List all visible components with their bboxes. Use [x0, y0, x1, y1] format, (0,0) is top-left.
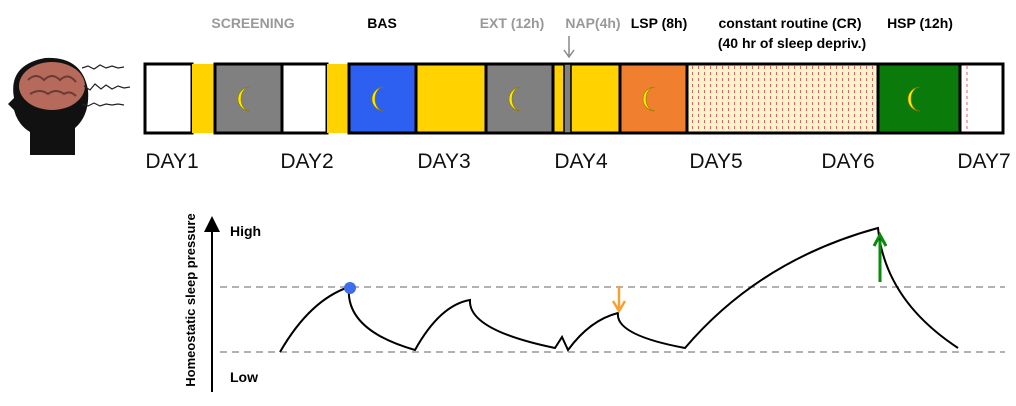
phase-label: (40 hr of sleep depriv.) [718, 35, 866, 51]
day-label: DAY7 [957, 150, 1010, 173]
phase-label: NAP(4h) [565, 15, 620, 31]
phase-label: constant routine (CR) [718, 15, 861, 31]
day-label: DAY2 [280, 150, 333, 173]
day-label: DAY4 [554, 150, 608, 173]
nap-indicator [613, 286, 625, 311]
day-label: DAY1 [145, 150, 198, 173]
y-axis-label: Homeostatic sleep pressure [183, 213, 198, 386]
day-label: DAY3 [417, 150, 470, 173]
phase-label: SCREENING [211, 15, 294, 31]
timeline [145, 64, 1003, 133]
diagram: SCREENING BAS EXT (12h) NAP(4h) LSP (8h)… [0, 0, 1016, 406]
high-label: High [230, 223, 261, 239]
phase-label: EXT (12h) [480, 15, 545, 31]
day-label: DAY6 [821, 150, 874, 173]
phase-label: BAS [367, 15, 397, 31]
phase-label: HSP (12h) [887, 15, 953, 31]
head-icon [8, 58, 130, 155]
phase-label: LSP (8h) [631, 15, 688, 31]
low-label: Low [230, 369, 258, 385]
day-label: DAY5 [689, 150, 742, 173]
baseline-marker [344, 282, 356, 294]
nap-arrow [564, 36, 574, 57]
